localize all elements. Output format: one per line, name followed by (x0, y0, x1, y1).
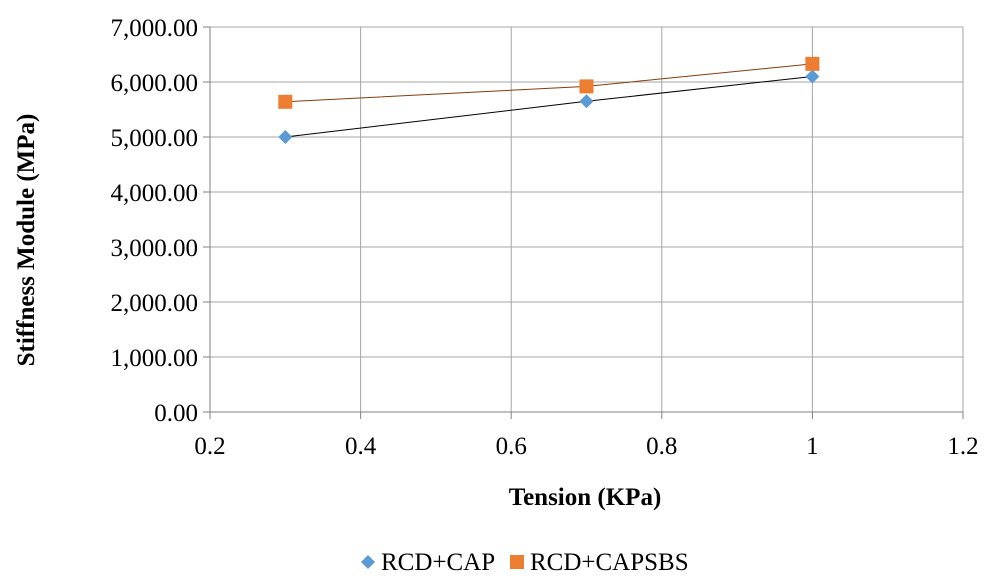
x-tick-label: 0.8 (646, 433, 677, 460)
legend-item: RCD+CAPSBS (510, 549, 689, 576)
tick-labels: 0.00 1,000.00 2,000.00 3,000.00 4,000.00 5,00… (111, 15, 979, 460)
axes (203, 26, 964, 419)
legend: RCD+CAP RCD+CAPSBS (361, 549, 689, 576)
x-tick-label: 1.2 (947, 433, 978, 460)
series-line (285, 63, 813, 103)
y-tick-label: 4,000.00 (111, 180, 199, 207)
series-layer (278, 56, 820, 144)
y-tick-label: 0.00 (154, 400, 198, 427)
data-point (805, 69, 820, 84)
data-point (579, 94, 594, 109)
y-tick-label: 2,000.00 (111, 290, 199, 317)
y-tick-label: 7,000.00 (111, 15, 199, 42)
x-tick-label: 0.2 (194, 433, 225, 460)
legend-square-icon (510, 555, 524, 569)
y-axis-title: Stiffness Module (MPa) (13, 114, 40, 367)
series-1 (278, 69, 820, 144)
x-tick-label: 0.6 (496, 433, 527, 460)
y-tick-label: 3,000.00 (111, 235, 199, 262)
series-2 (278, 56, 820, 109)
legend-diamond-icon (361, 555, 375, 569)
y-tick-label: 1,000.00 (111, 345, 199, 372)
y-tick-label: 5,000.00 (111, 125, 199, 152)
y-tick-label: 6,000.00 (111, 70, 199, 97)
legend-label: RCD+CAP (381, 549, 495, 576)
legend-label: RCD+CAPSBS (530, 549, 689, 576)
series-line (285, 76, 813, 138)
data-point (278, 94, 293, 109)
x-axis-title: Tension (KPa) (509, 484, 662, 511)
legend-item: RCD+CAP (361, 549, 495, 576)
x-tick-label: 0.4 (345, 433, 377, 460)
x-tick-label: 1 (806, 433, 819, 460)
data-point (805, 56, 820, 71)
data-point (579, 79, 594, 94)
data-point (278, 130, 293, 144)
